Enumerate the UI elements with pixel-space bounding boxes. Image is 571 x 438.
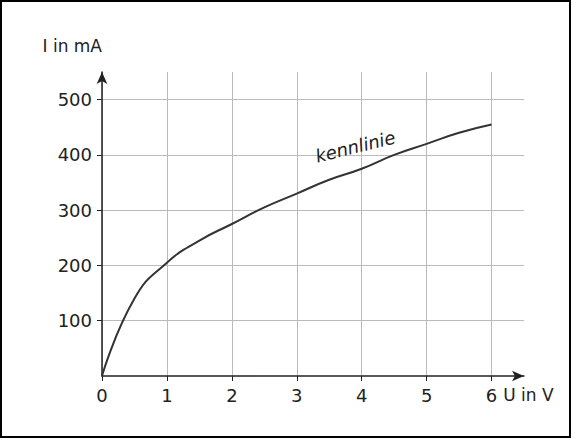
svg-text:200: 200 bbox=[58, 255, 92, 276]
svg-text:400: 400 bbox=[58, 144, 92, 165]
svg-text:300: 300 bbox=[58, 200, 92, 221]
svg-text:U in V: U in V bbox=[503, 385, 554, 405]
svg-text:kennlinie: kennlinie bbox=[313, 127, 397, 167]
svg-text:5: 5 bbox=[421, 385, 432, 406]
svg-text:6: 6 bbox=[486, 385, 497, 406]
svg-text:2: 2 bbox=[226, 385, 237, 406]
svg-text:0: 0 bbox=[96, 385, 107, 406]
svg-text:4: 4 bbox=[356, 385, 367, 406]
svg-text:3: 3 bbox=[291, 385, 302, 406]
svg-text:100: 100 bbox=[58, 310, 92, 331]
svg-text:1: 1 bbox=[161, 385, 172, 406]
svg-text:500: 500 bbox=[58, 89, 92, 110]
svg-text:I in mA: I in mA bbox=[42, 36, 102, 56]
